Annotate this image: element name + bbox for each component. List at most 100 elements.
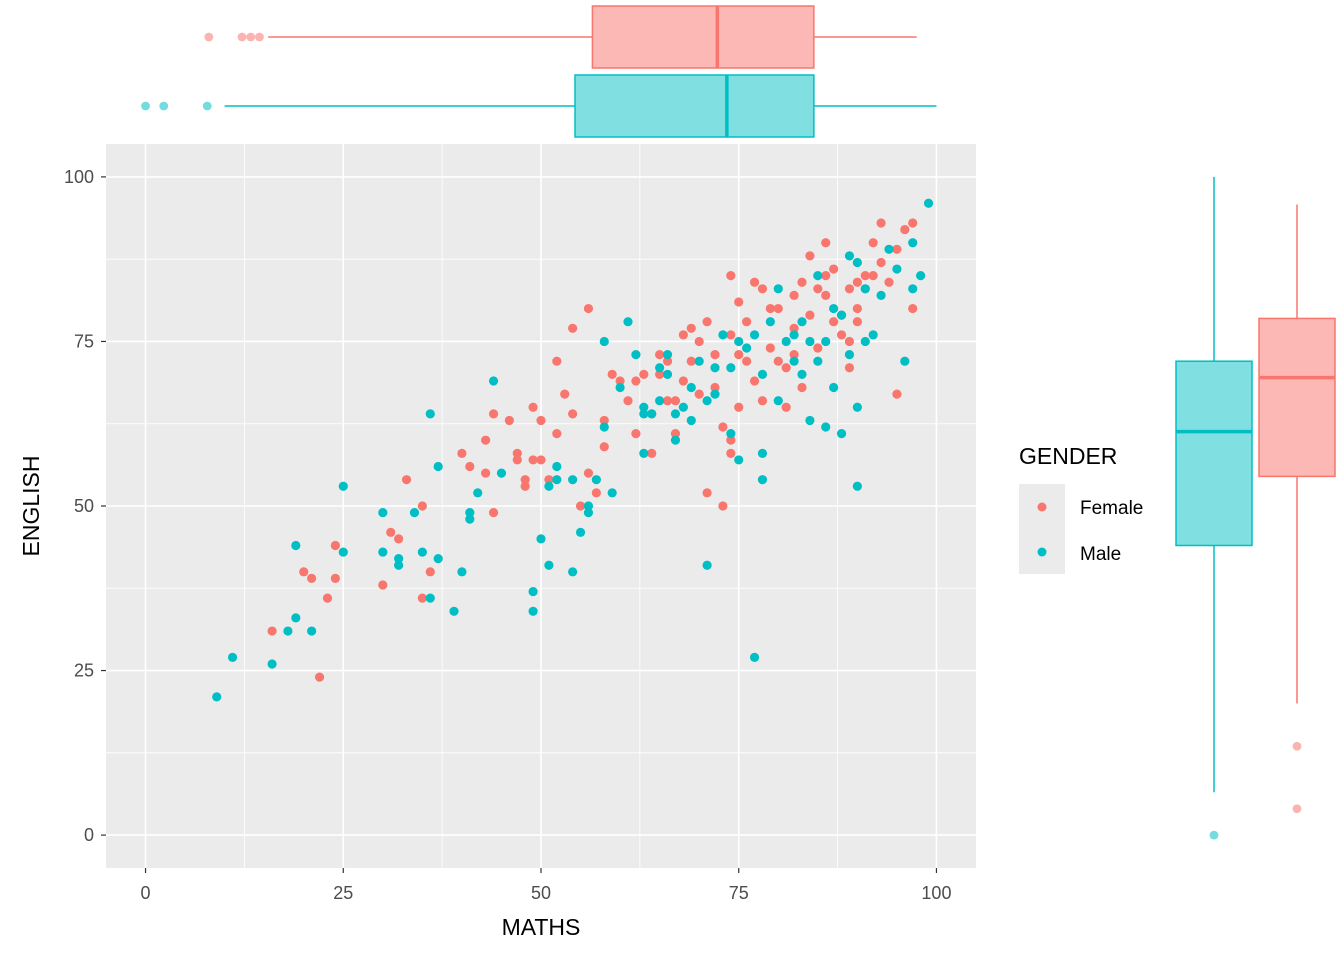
x-axis-title: MATHS [502,914,581,940]
boxplot-maths-female-outlier [255,32,264,42]
y-tick-label: 0 [84,825,94,845]
data-point-male [599,336,609,347]
data-point-female [465,461,475,472]
data-point-female [631,376,641,386]
data-point-female [568,409,578,419]
data-point-female [583,303,594,314]
data-point-female [481,468,491,478]
data-point-female [330,540,340,551]
data-point-male [781,336,791,347]
data-point-male [670,409,681,419]
data-point-male [409,507,420,518]
data-point-female [504,415,514,426]
data-point-male [694,356,704,366]
data-point-female [378,580,388,590]
data-point-male [647,409,657,419]
x-axis-ticks: 0 25 50 75 100 [141,868,951,903]
data-point-male [757,475,768,485]
data-point-female [836,330,847,340]
data-point-female [852,303,862,314]
data-point-female [813,284,823,294]
data-point-male [726,363,736,373]
boxplot-maths-male-box [574,74,815,138]
data-point-female [892,244,902,254]
data-point-male [496,468,507,478]
data-point-male [639,409,649,419]
data-point-male [797,369,807,379]
data-point-male [607,488,617,498]
data-point-female [528,455,538,465]
data-point-male [465,507,475,518]
legend-label-male: Male [1080,544,1121,565]
data-point-male [338,547,348,557]
data-point-male [212,692,222,702]
data-point-male [844,350,855,360]
data-point-female [773,303,783,314]
boxplot-english-male-box [1175,360,1253,547]
data-point-female [686,323,696,333]
data-point-female [488,409,499,419]
data-point-female [797,382,807,393]
data-point-female [544,475,554,485]
x-tick-label: 50 [531,883,551,903]
data-point-female [908,303,918,314]
data-point-male [821,336,831,347]
data-point-female [678,330,688,340]
data-point-female [702,317,712,327]
data-point-male [457,567,467,577]
data-point-female [512,455,522,465]
data-point-male [338,481,348,491]
data-point-female [662,356,673,366]
data-point-female [560,389,570,399]
boxplot-maths-female-box [591,5,815,69]
boxplot-english-male-outlier [1209,830,1219,840]
data-point-female [710,382,720,393]
data-point-male [797,317,807,327]
data-point-male [821,422,831,432]
data-point-female [844,284,855,294]
data-point-female [813,343,823,353]
boxplot-english-female-box [1258,317,1336,478]
data-point-male [773,396,783,406]
data-point-female [868,238,878,248]
data-point-female [789,323,799,333]
data-point-female [749,277,760,287]
data-point-female [789,350,799,360]
legend-title: GENDER [1019,443,1117,469]
data-point-female [536,415,546,426]
boxplot-maths-female-outlier [237,32,247,42]
data-point-male [789,330,799,340]
data-point-male [702,560,712,570]
data-point-male [908,284,918,294]
data-point-male [639,448,649,458]
data-point-male [433,461,443,472]
boxplot-maths-female-outlier [246,32,256,42]
boxplot-maths-female-outlier [204,32,214,42]
data-point-female [908,218,918,228]
data-point-female [718,501,728,511]
data-point-male [734,455,744,465]
data-point-female [481,435,491,445]
data-point-male [655,363,665,373]
data-point-male [615,382,625,393]
data-point-male [227,652,238,662]
data-point-female [520,481,530,491]
data-point-female [520,475,530,485]
data-point-female [734,297,744,307]
data-point-male [378,507,388,518]
data-point-female [694,336,704,347]
legend-key-male [1037,547,1047,557]
data-point-female [662,396,673,406]
data-point-male [655,396,665,406]
data-point-female [417,593,427,603]
data-point-male [900,356,910,366]
legend-label-female: Female [1080,498,1143,519]
data-point-female [726,448,736,458]
data-point-female [726,271,736,281]
data-point-female [299,567,309,577]
data-point-female [425,567,435,577]
data-point-male [852,402,862,412]
data-point-female [552,356,562,366]
data-point-female [615,376,625,386]
data-point-male [789,356,799,366]
